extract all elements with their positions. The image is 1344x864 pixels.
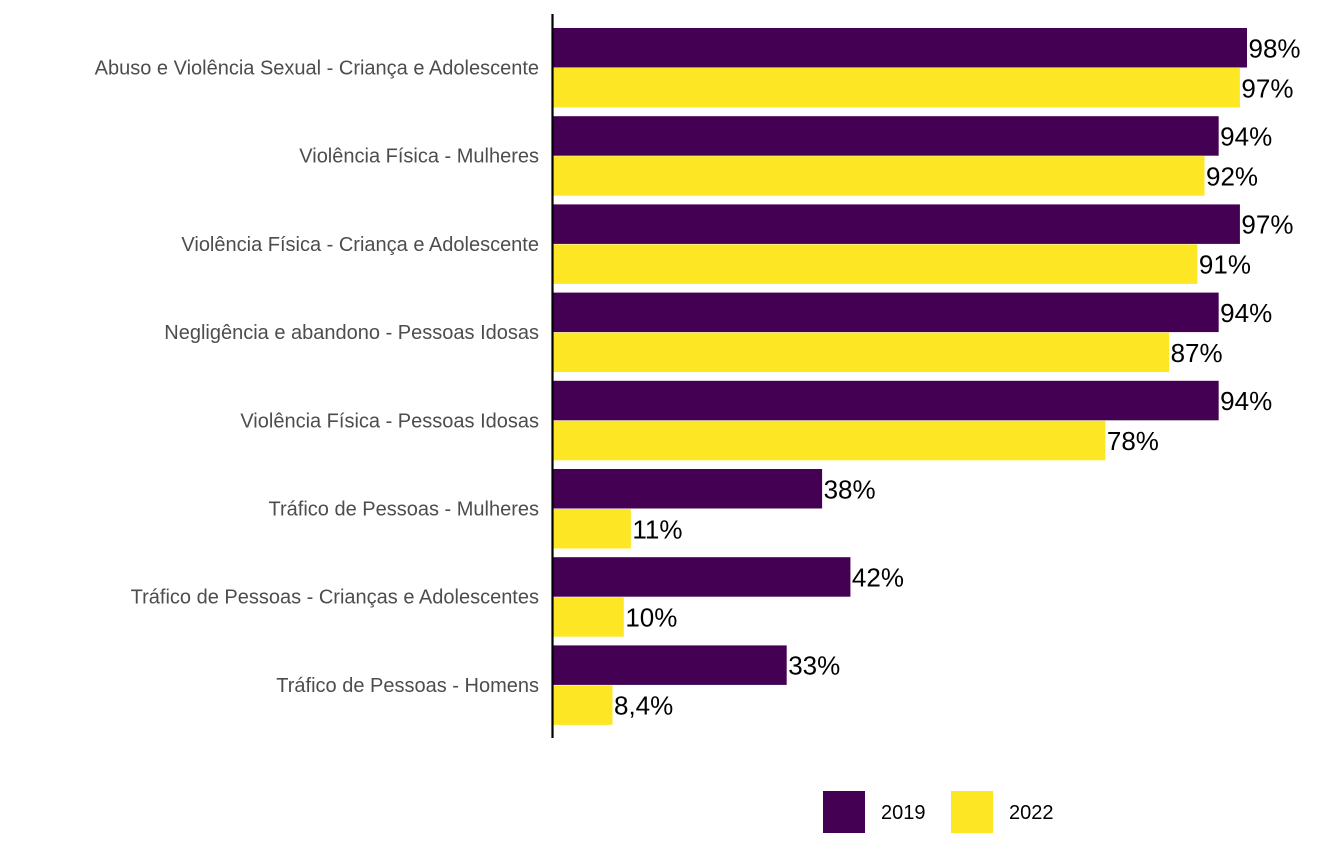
value-label-2022-1: 92% [1206, 161, 1258, 191]
value-label-2019-4: 94% [1220, 386, 1272, 416]
bar-2022-1 [553, 156, 1205, 196]
bar-2019-5 [553, 469, 823, 509]
value-label-2019-7: 33% [788, 651, 840, 681]
category-label-3: Negligência e abandono - Pessoas Idosas [164, 322, 539, 344]
bars-group [553, 28, 1247, 725]
bar-2019-4 [553, 380, 1219, 421]
legend-key-2022 [951, 791, 993, 833]
bar-2019-1 [553, 116, 1219, 156]
value-label-2019-3: 94% [1220, 298, 1272, 328]
bar-2019-3 [553, 292, 1219, 333]
value-label-2022-3: 87% [1171, 338, 1223, 368]
value-labels-group: 98% 97% 94% 92% 97% 91% 94% 87% 94% 78% 38% 11% 42% 1… [614, 33, 1301, 720]
category-label-1: Violência Física - Mulheres [299, 146, 539, 168]
category-label-4: Violência Física - Pessoas Idosas [240, 410, 539, 432]
value-label-2022-0: 97% [1241, 73, 1293, 103]
bar-2022-3 [553, 332, 1170, 373]
category-label-2: Violência Física - Criança e Adolescente [181, 234, 539, 256]
bar-2022-0 [553, 68, 1240, 108]
bar-2019-7 [553, 645, 787, 685]
bar-2022-6 [553, 597, 624, 637]
category-label-0: Abuso e Violência Sexual - Criança e Ado… [95, 58, 539, 80]
bar-2019-0 [553, 28, 1247, 68]
category-labels-group: Abuso e Violência Sexual - Criança e Ado… [95, 58, 539, 697]
value-label-2019-5: 38% [824, 474, 876, 504]
legend-label-2022: 2022 [1009, 802, 1054, 824]
category-label-5: Tráfico de Pessoas - Mulheres [269, 499, 539, 521]
value-label-2019-2: 97% [1241, 210, 1293, 240]
legend-label-2019: 2019 [881, 802, 926, 824]
value-label-2022-2: 91% [1199, 250, 1251, 280]
value-label-2019-0: 98% [1249, 33, 1301, 63]
bar-2022-4 [553, 420, 1106, 461]
value-label-2019-6: 42% [852, 562, 904, 592]
category-label-6: Tráfico de Pessoas - Crianças e Adolesce… [131, 587, 539, 609]
value-label-2022-6: 10% [625, 602, 677, 632]
value-label-2022-7: 8,4% [614, 691, 673, 721]
bar-2019-2 [553, 204, 1240, 244]
bar-2022-2 [553, 244, 1198, 284]
bar-2022-5 [553, 509, 631, 549]
bar-2019-6 [553, 557, 851, 597]
value-label-2022-4: 78% [1107, 426, 1159, 456]
value-label-2019-1: 94% [1220, 121, 1272, 151]
legend: 2019 2022 [823, 791, 1054, 833]
value-label-2022-5: 11% [632, 514, 682, 544]
bar-2022-7 [553, 685, 613, 725]
category-label-7: Tráfico de Pessoas - Homens [276, 675, 539, 697]
legend-key-2019 [823, 791, 865, 833]
